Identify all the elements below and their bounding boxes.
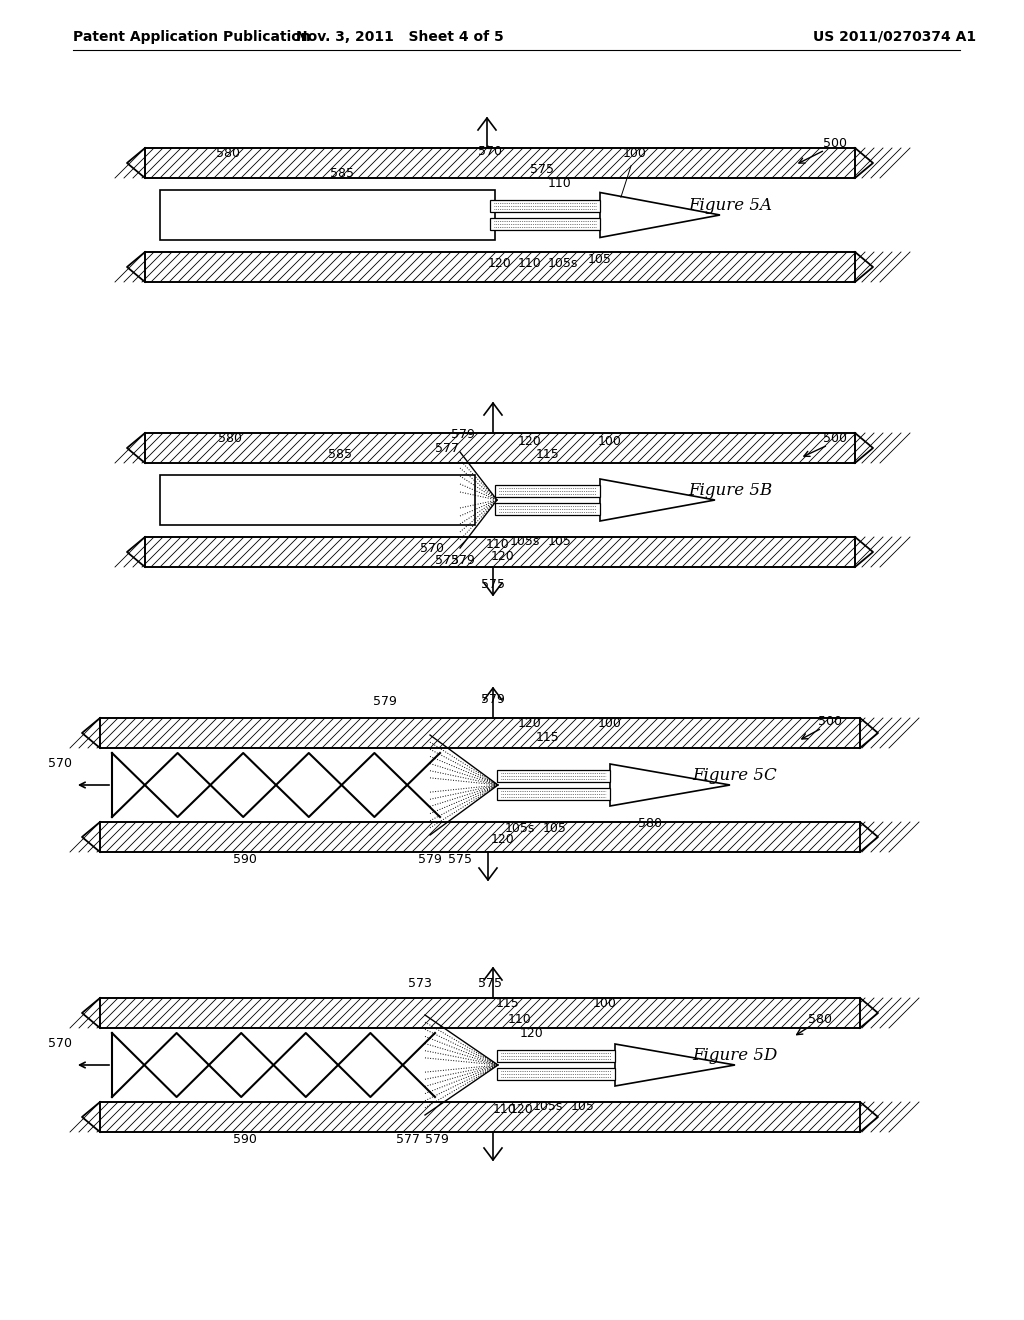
Text: 110: 110 — [548, 177, 571, 190]
Text: 105: 105 — [548, 535, 572, 548]
Text: 105s: 105s — [532, 1100, 563, 1113]
Text: 105: 105 — [571, 1100, 595, 1113]
Text: 580: 580 — [216, 147, 240, 160]
Text: Patent Application Publication: Patent Application Publication — [73, 30, 310, 44]
Text: 580: 580 — [808, 1012, 831, 1026]
Text: US 2011/0270374 A1: US 2011/0270374 A1 — [813, 30, 977, 44]
Text: Figure 5B: Figure 5B — [688, 482, 772, 499]
Bar — [145, 433, 855, 463]
Text: 570: 570 — [48, 1038, 72, 1049]
Text: 120: 120 — [492, 833, 515, 846]
Text: 100: 100 — [593, 997, 616, 1010]
Text: 500: 500 — [823, 432, 847, 445]
Bar — [490, 218, 600, 230]
Text: 579: 579 — [425, 1133, 449, 1146]
Text: 577: 577 — [435, 442, 459, 455]
Text: 115: 115 — [537, 731, 560, 744]
Text: 120: 120 — [492, 550, 515, 564]
Text: 570: 570 — [478, 145, 502, 158]
Text: 115: 115 — [496, 997, 520, 1010]
Bar — [100, 718, 860, 748]
Text: 100: 100 — [598, 717, 622, 730]
Text: 570: 570 — [48, 756, 72, 770]
Text: 573: 573 — [408, 977, 432, 990]
Text: 105s: 105s — [505, 822, 536, 836]
Text: 577: 577 — [396, 1133, 420, 1146]
Text: 575: 575 — [478, 977, 502, 990]
Bar — [160, 475, 475, 525]
Bar — [145, 537, 855, 568]
Text: 590: 590 — [233, 1133, 257, 1146]
Bar — [145, 252, 855, 282]
Text: 575: 575 — [449, 853, 472, 866]
Bar — [100, 998, 860, 1028]
Bar — [160, 190, 495, 240]
Text: 120: 120 — [518, 717, 542, 730]
Text: Figure 5C: Figure 5C — [692, 767, 777, 784]
Text: 110: 110 — [494, 1104, 517, 1115]
Bar — [100, 1102, 860, 1133]
Text: 100: 100 — [621, 147, 647, 198]
Text: 110: 110 — [518, 257, 542, 271]
Bar — [100, 822, 860, 851]
Text: 110: 110 — [508, 1012, 531, 1026]
Text: 579: 579 — [451, 428, 475, 441]
Text: 579: 579 — [481, 693, 505, 706]
Bar — [145, 252, 855, 282]
Text: 579: 579 — [418, 853, 442, 866]
Text: Figure 5A: Figure 5A — [688, 197, 772, 214]
Bar — [145, 433, 855, 463]
Text: 575: 575 — [530, 162, 554, 176]
Bar — [145, 148, 855, 178]
Text: Figure 5D: Figure 5D — [692, 1047, 777, 1064]
Text: Nov. 3, 2011   Sheet 4 of 5: Nov. 3, 2011 Sheet 4 of 5 — [296, 30, 504, 44]
Bar — [100, 998, 860, 1028]
Bar — [100, 718, 860, 748]
Text: 585: 585 — [330, 168, 354, 180]
Bar — [497, 788, 610, 800]
Bar — [497, 1068, 615, 1080]
Bar — [145, 148, 855, 178]
Text: 500: 500 — [823, 137, 847, 150]
Text: 579: 579 — [373, 696, 397, 708]
Text: 579: 579 — [451, 554, 475, 568]
Bar — [497, 1049, 615, 1063]
Bar — [495, 484, 600, 498]
Bar — [145, 537, 855, 568]
Bar — [497, 770, 610, 781]
Text: 105s: 105s — [548, 257, 579, 271]
Bar — [100, 822, 860, 851]
Text: 585: 585 — [328, 447, 352, 461]
Text: 580: 580 — [638, 817, 662, 830]
Text: 115: 115 — [537, 447, 560, 461]
Text: 120: 120 — [510, 1104, 534, 1115]
Text: 120: 120 — [488, 257, 512, 271]
Text: 570: 570 — [420, 543, 444, 554]
Text: 500: 500 — [818, 715, 842, 729]
Text: 575: 575 — [481, 578, 505, 591]
Text: 110: 110 — [486, 539, 510, 550]
Bar — [490, 201, 600, 213]
Text: 120: 120 — [520, 1027, 544, 1040]
Text: 100: 100 — [598, 436, 622, 447]
Text: 580: 580 — [218, 432, 242, 445]
Text: 590: 590 — [233, 853, 257, 866]
Text: 120: 120 — [518, 436, 542, 447]
Text: 105: 105 — [543, 822, 567, 836]
Bar — [100, 1102, 860, 1133]
Text: 573: 573 — [435, 554, 459, 568]
Text: 105: 105 — [588, 253, 612, 267]
Text: 105s: 105s — [510, 535, 541, 548]
Bar — [495, 503, 600, 515]
